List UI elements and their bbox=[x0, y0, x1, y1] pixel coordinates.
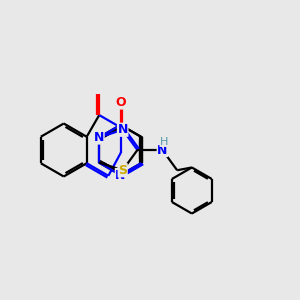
Text: N: N bbox=[118, 123, 128, 136]
Text: N: N bbox=[94, 131, 104, 144]
Text: S: S bbox=[118, 164, 127, 177]
Text: H: H bbox=[160, 137, 168, 147]
Text: N: N bbox=[116, 169, 126, 182]
Text: N: N bbox=[157, 143, 168, 157]
Text: O: O bbox=[115, 96, 126, 109]
